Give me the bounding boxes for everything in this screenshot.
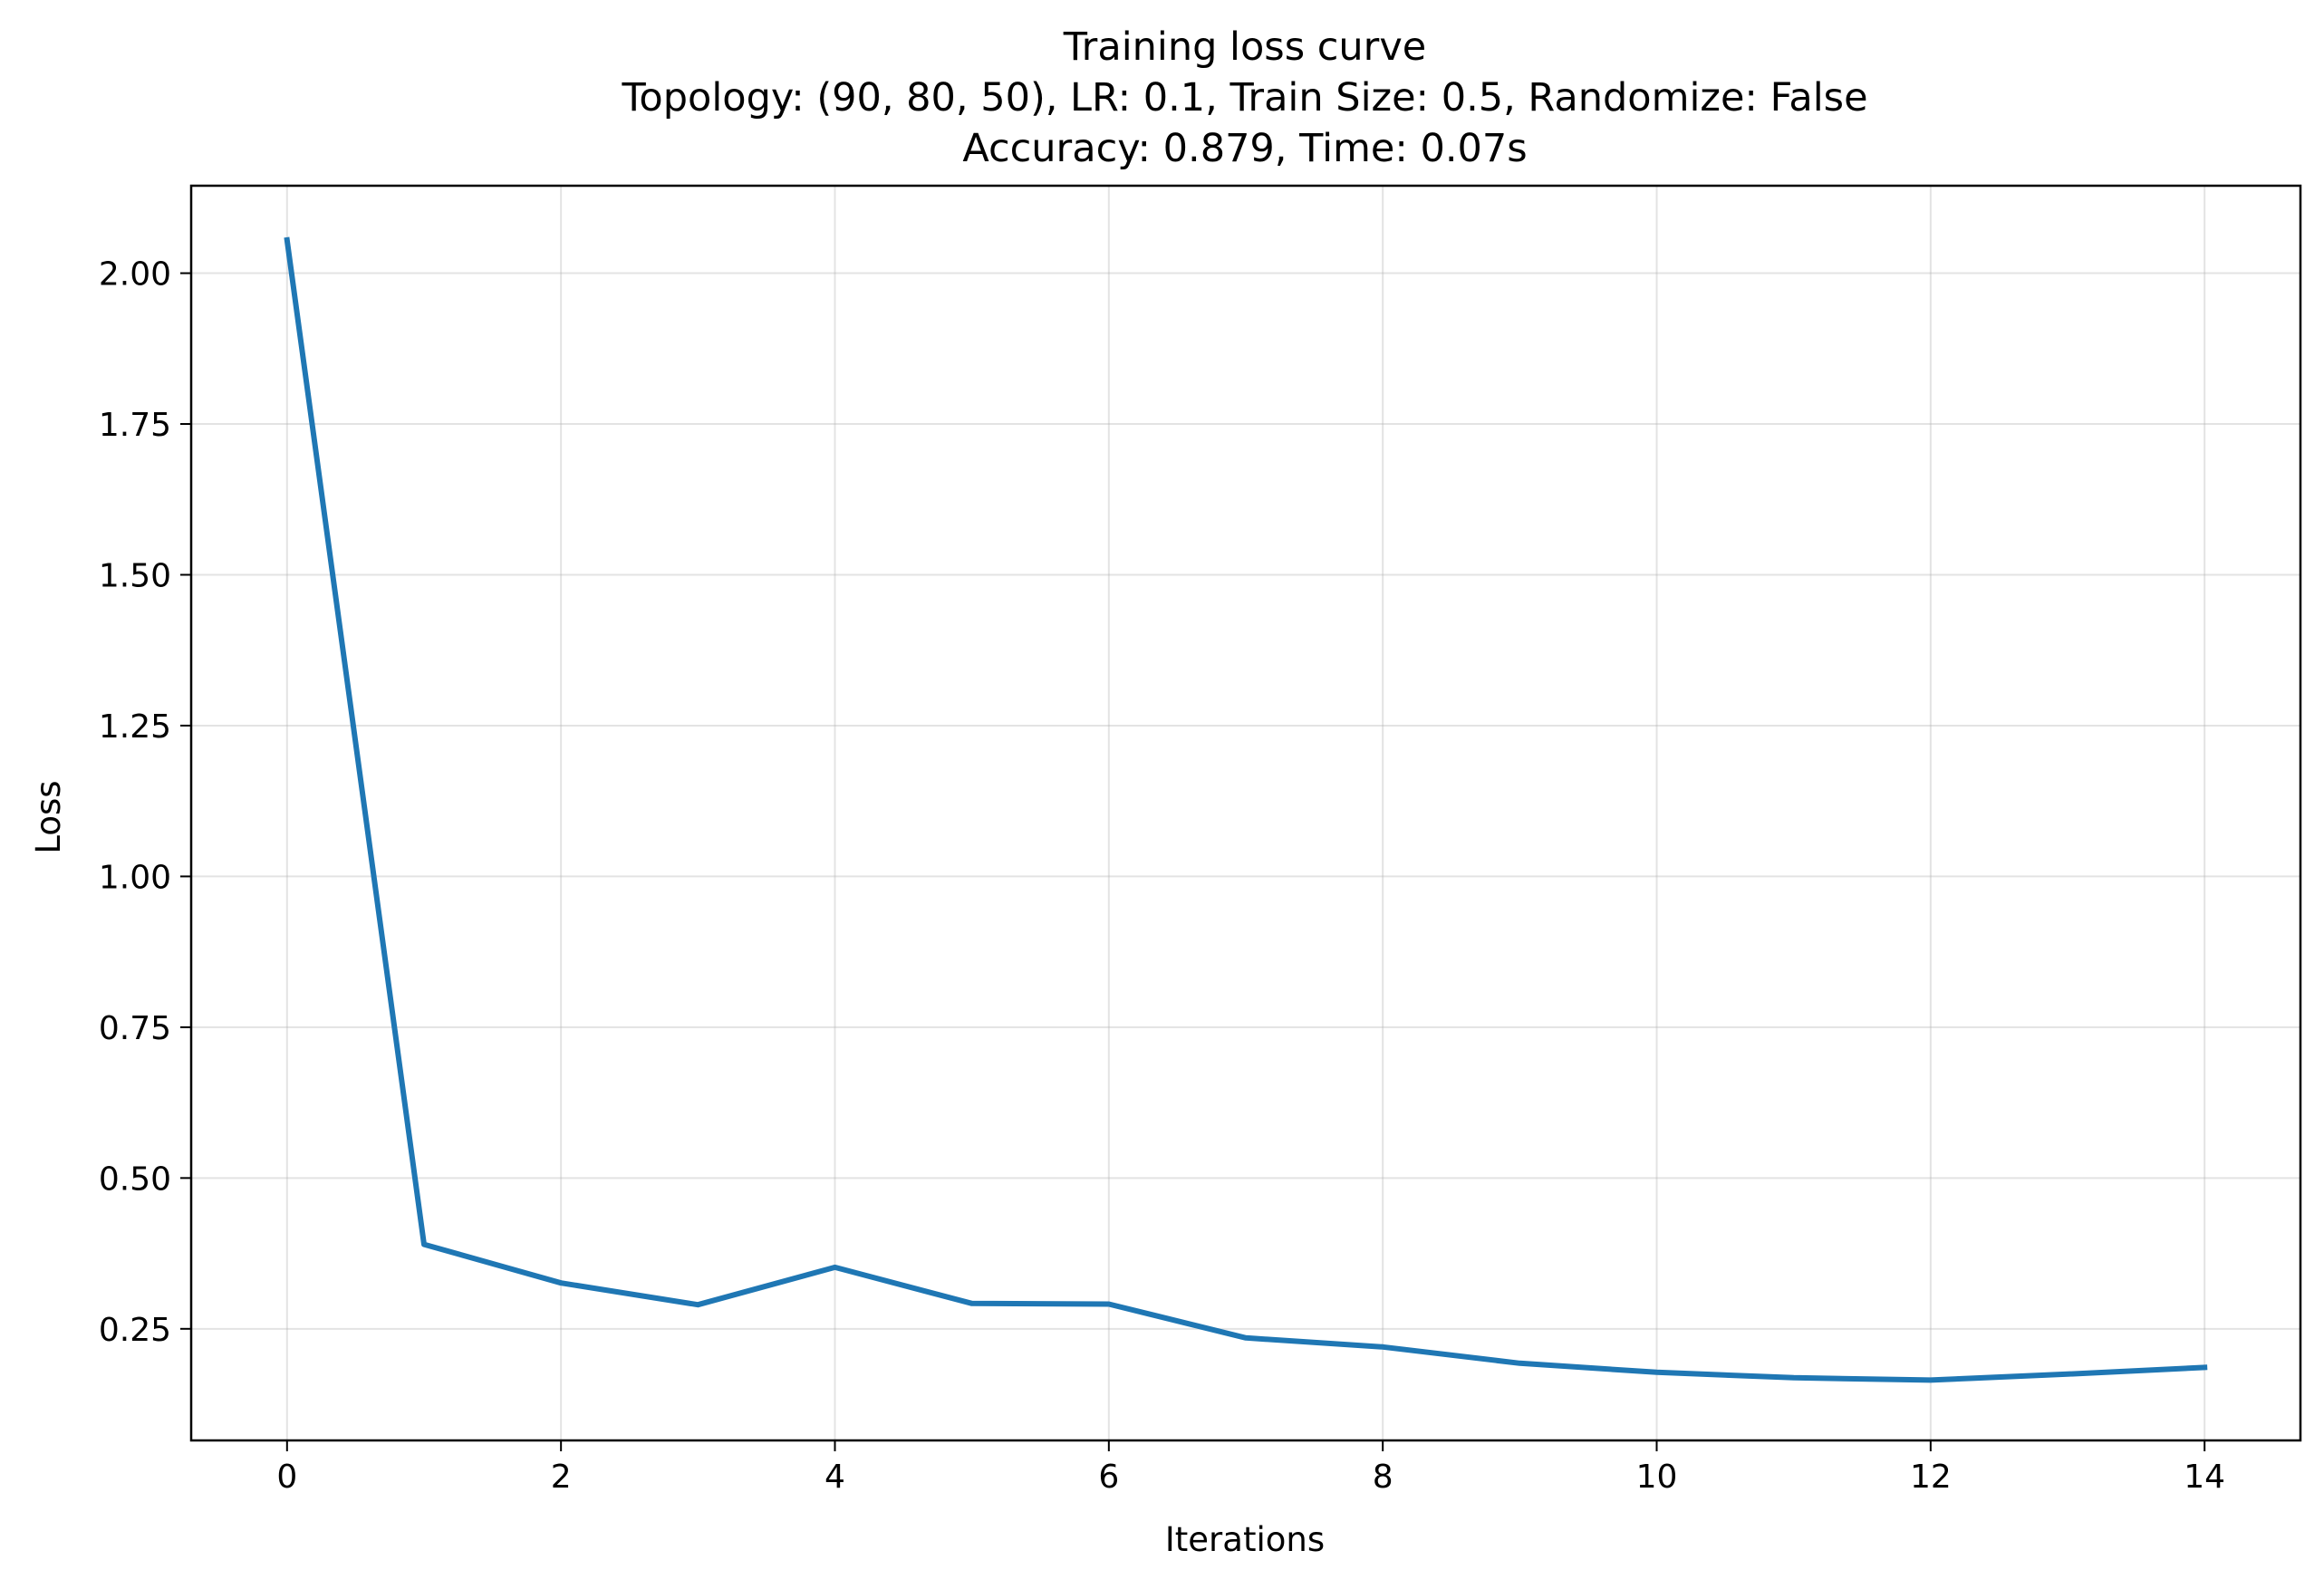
chart-title: Training loss curve Topology: (90, 80, 5…: [621, 24, 1867, 171]
chart-title-line-3: Accuracy: 0.879, Time: 0.07s: [962, 126, 1527, 171]
y-tick-label: 2.00: [99, 256, 171, 294]
x-tick-label: 10: [1636, 1459, 1678, 1496]
y-tick-label: 1.25: [99, 708, 171, 746]
y-axis-label: Loss: [29, 780, 68, 853]
x-tick-label: 6: [1098, 1459, 1119, 1496]
y-tick-label: 1.50: [99, 557, 171, 594]
series-layer: [284, 236, 2208, 1383]
x-tick-label: 14: [2184, 1459, 2225, 1496]
y-tick-label: 0.25: [99, 1312, 171, 1349]
x-tick-label: 0: [276, 1459, 297, 1496]
x-tick-label: 2: [551, 1459, 572, 1496]
plot-frame: [189, 184, 2302, 1442]
y-tick-label: 1.00: [99, 859, 171, 896]
grid-layer: [191, 186, 2300, 1440]
tick-layer: 0 2 4 6 8 10 12 14 0.25 0.50 0.75 1.00 1.25 1.50 1.75 2…: [99, 256, 2225, 1496]
x-tick-label: 8: [1373, 1459, 1393, 1496]
x-tick-label: 4: [824, 1459, 845, 1496]
loss-series-line: [284, 236, 2208, 1383]
y-tick-label: 0.50: [99, 1160, 171, 1198]
y-tick-label: 0.75: [99, 1010, 171, 1047]
chart-title-line-1: Training loss curve: [1063, 24, 1427, 70]
x-axis-label: Iterations: [1165, 1520, 1325, 1559]
x-tick-label: 12: [1910, 1459, 1952, 1496]
y-tick-label: 1.75: [99, 407, 171, 444]
chart-title-line-2: Topology: (90, 80, 50), LR: 0.1, Train S…: [621, 75, 1867, 120]
